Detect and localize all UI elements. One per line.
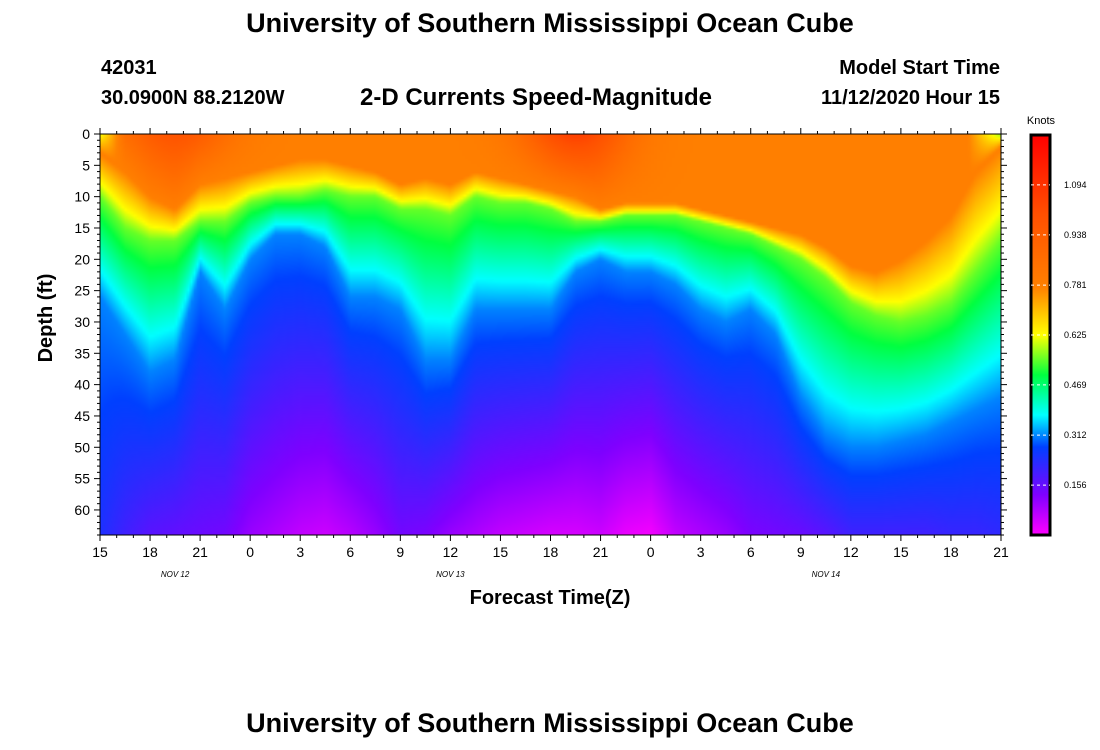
- footer-title: University of Southern Mississippi Ocean…: [246, 708, 854, 738]
- x-tick-label: 9: [797, 544, 805, 560]
- date-label: NOV 14: [812, 570, 841, 579]
- x-tick-label: 18: [142, 544, 158, 560]
- x-tick-label: 9: [396, 544, 404, 560]
- y-axis-label: Depth (ft): [35, 274, 57, 363]
- x-tick-label: 3: [296, 544, 304, 560]
- colorbar-tick-label: 0.781: [1064, 280, 1087, 290]
- x-tick-label: 3: [697, 544, 705, 560]
- heatmap-field: [100, 134, 1001, 535]
- x-tick-label: 18: [543, 544, 559, 560]
- x-tick-label: 15: [493, 544, 509, 560]
- x-tick-label: 6: [747, 544, 755, 560]
- colorbar-tick-label: 1.094: [1064, 180, 1087, 190]
- x-tick-label: 12: [443, 544, 459, 560]
- x-tick-label: 12: [843, 544, 859, 560]
- colorbar-tick-label: 0.312: [1064, 430, 1087, 440]
- x-tick-label: 6: [346, 544, 354, 560]
- date-label: NOV 12: [161, 570, 190, 579]
- x-axis: 15 18 21 0 3 6 9 12 15 18 21 0 3 6 9 12 15 18 21 NOV 12 NOV …: [92, 128, 1009, 579]
- y-tick-label: 10: [74, 189, 90, 205]
- y-tick-label: 25: [74, 283, 90, 299]
- colorbar-unit-label: Knots: [1027, 115, 1056, 127]
- y-tick-label: 35: [74, 345, 90, 361]
- x-tick-label: 21: [192, 544, 208, 560]
- x-tick-label: 0: [246, 544, 254, 560]
- y-tick-label: 5: [82, 157, 90, 173]
- x-tick-label: 18: [943, 544, 959, 560]
- colorbar-tick-label: 0.469: [1064, 380, 1087, 390]
- x-tick-label: 21: [593, 544, 609, 560]
- x-tick-label: 15: [893, 544, 909, 560]
- colorbar: Knots 1.094 0.938 0.781 0.625 0.469 0.312 0.15…: [1027, 115, 1087, 537]
- y-tick-label: 50: [74, 439, 90, 455]
- colorbar-tick-label: 0.938: [1064, 230, 1087, 240]
- y-axis: 0 5 10 15 20 25 30 35 40 45 50 55 60: [74, 126, 1007, 536]
- x-axis-label: Forecast Time(Z): [470, 587, 631, 609]
- station-coords: 30.0900N 88.2120W: [101, 87, 285, 109]
- date-label: NOV 13: [436, 570, 465, 579]
- y-tick-label: 55: [74, 471, 90, 487]
- y-tick-label: 30: [74, 314, 90, 330]
- y-tick-label: 0: [82, 126, 90, 142]
- station-id: 42031: [101, 57, 157, 79]
- colorbar-tick-label: 0.625: [1064, 330, 1087, 340]
- model-start-time: 11/12/2020 Hour 15: [820, 87, 1000, 109]
- y-tick-label: 20: [74, 251, 90, 267]
- x-tick-label: 21: [993, 544, 1009, 560]
- y-tick-label: 45: [74, 408, 90, 424]
- colorbar-tick-label: 0.156: [1064, 480, 1087, 490]
- model-start-label: Model Start Time: [839, 57, 1000, 79]
- y-tick-label: 60: [74, 502, 90, 518]
- x-tick-label: 15: [92, 544, 108, 560]
- plot-title: 2-D Currents Speed-Magnitude: [360, 84, 713, 111]
- y-tick-label: 40: [74, 377, 90, 393]
- main-title: University of Southern Mississippi Ocean…: [246, 8, 854, 38]
- x-tick-label: 0: [647, 544, 655, 560]
- y-tick-label: 15: [74, 220, 90, 236]
